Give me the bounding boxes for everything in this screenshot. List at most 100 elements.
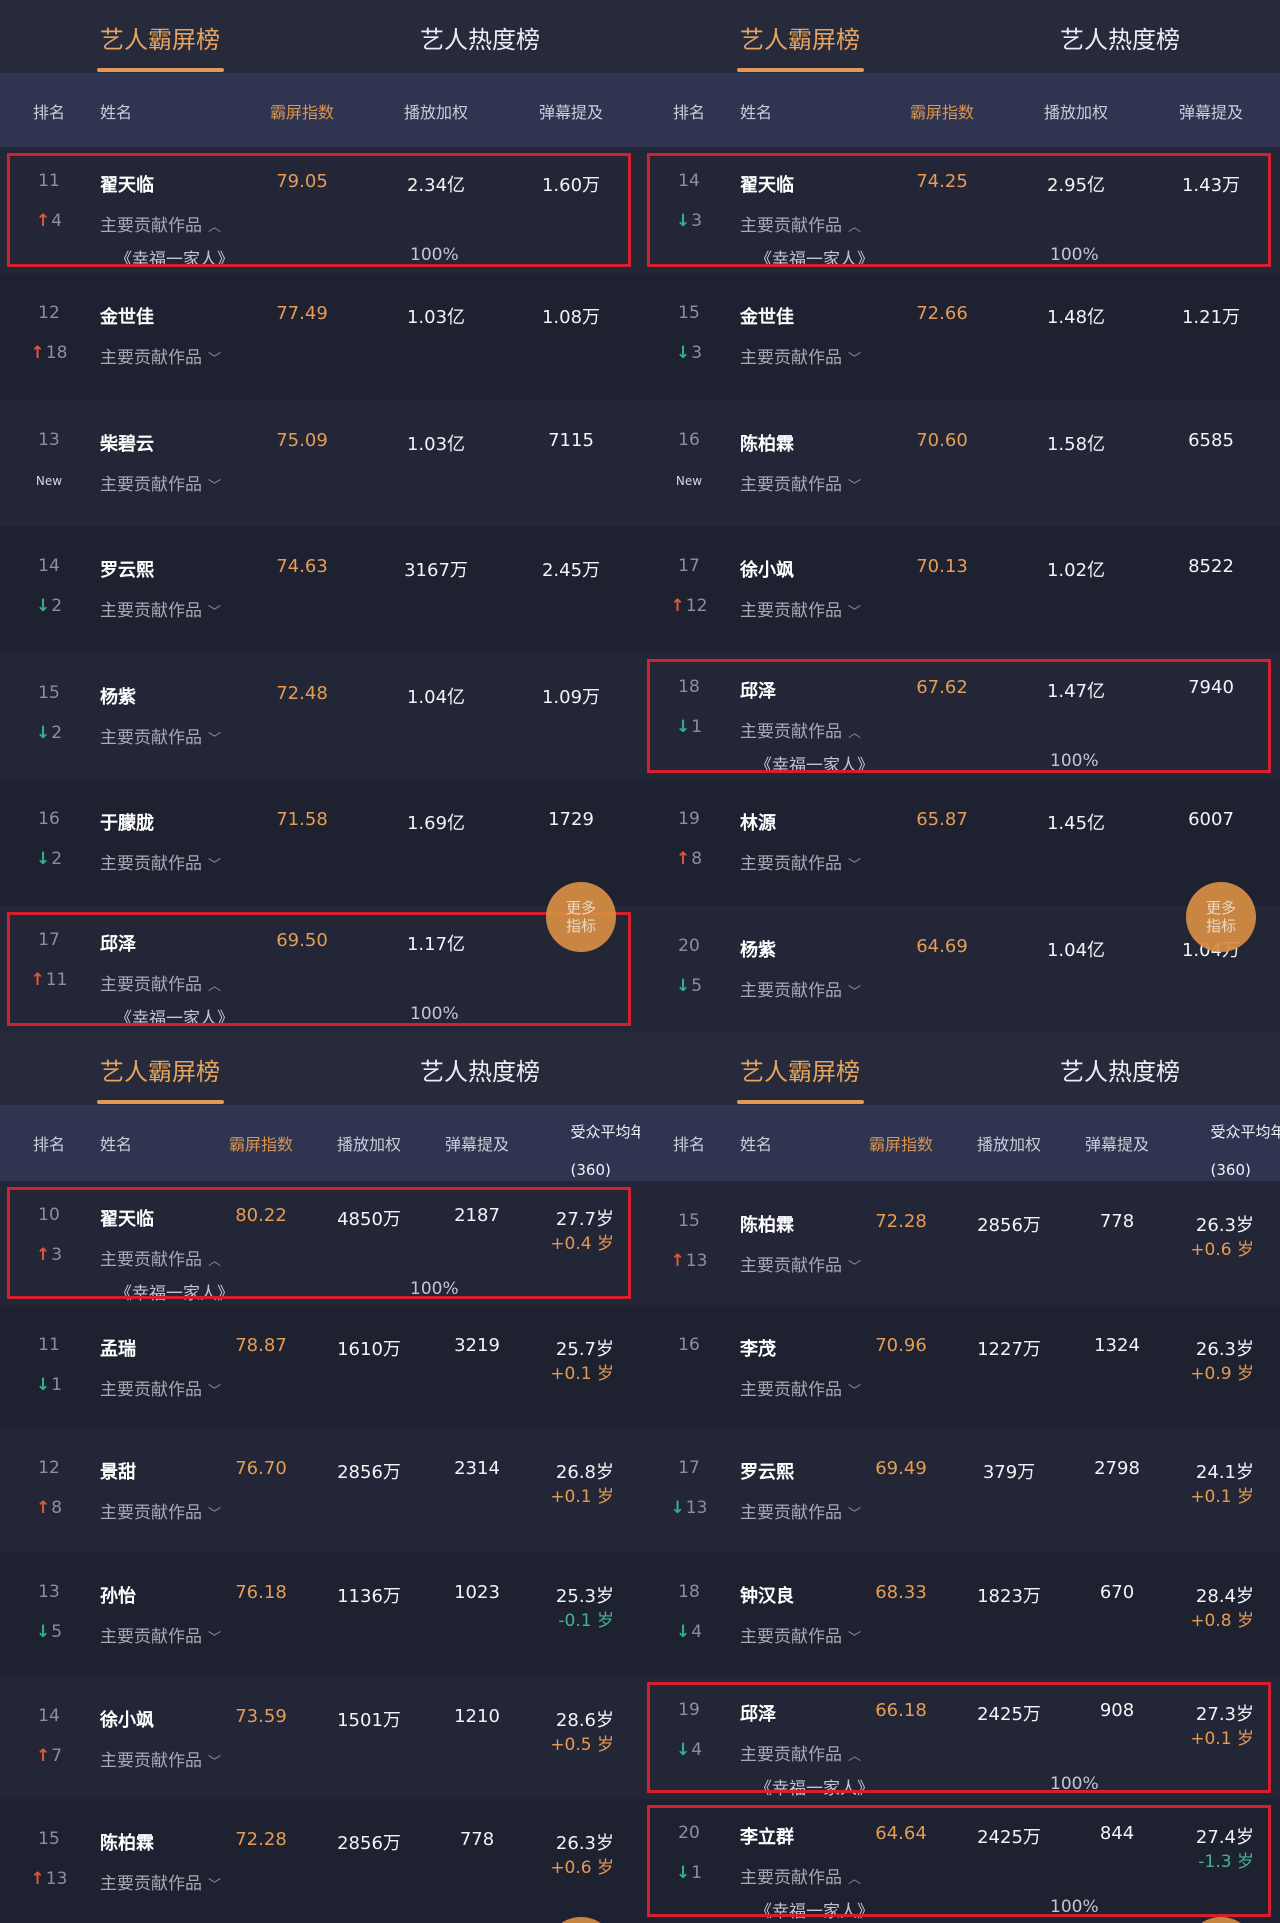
artist-name[interactable]: 徐小飒 (740, 560, 794, 582)
main-works-toggle[interactable]: 主要贡献作品 ﹀ (740, 976, 861, 1001)
artist-name[interactable]: 邱泽 (740, 680, 776, 702)
artist-name[interactable]: 陈柏霖 (740, 433, 794, 455)
artist-name[interactable]: 孟瑞 (100, 1338, 136, 1360)
column-header-play[interactable]: 播放加权 (1043, 103, 1109, 122)
main-works-toggle[interactable]: 主要贡献作品 ︿ (100, 970, 221, 995)
artist-name[interactable]: 陈柏霖 (100, 1833, 154, 1855)
table-row[interactable]: 13 柴碧云 75.09 1.03亿 7115 New 主要贡献作品 ﹀ (0, 399, 640, 527)
main-works-toggle[interactable]: 主要贡献作品 ﹀ (740, 343, 861, 368)
table-row[interactable]: 18 邱泽 67.62 1.47亿 7940 ↓1 主要贡献作品 ︿ 《幸福一家人》 100% (640, 652, 1280, 780)
more-metrics-button[interactable]: 更多 指标 (1186, 882, 1256, 952)
main-works-toggle[interactable]: 主要贡献作品 ﹀ (100, 596, 221, 621)
artist-name[interactable]: 于朦胧 (100, 813, 154, 835)
table-row[interactable]: 20 李立群 64.64 2425万 844 27.4岁 -1.3 岁 ↓1 主要贡献作品 ︿ 《幸… (640, 1799, 1280, 1923)
column-header-danmu[interactable]: 弹幕提及 (1084, 1135, 1150, 1154)
main-works-toggle[interactable]: 主要贡献作品 ﹀ (740, 596, 861, 621)
main-works-toggle[interactable]: 主要贡献作品 ︿ (740, 211, 861, 236)
table-row[interactable]: 16 李茂 70.96 1227万 1324 26.3岁 +0.9 岁主要贡献作品 ﹀ (640, 1304, 1280, 1429)
table-row[interactable]: 19 林源 65.87 1.45亿 6007 ↑8 主要贡献作品 ﹀ (640, 779, 1280, 906)
column-header-danmu[interactable]: 弹幕提及 (444, 1135, 510, 1154)
artist-name[interactable]: 金世佳 (100, 307, 154, 329)
column-header-index[interactable]: 霸屏指数 (269, 103, 335, 122)
artist-name[interactable]: 杨紫 (740, 939, 776, 961)
table-row[interactable]: 17 罗云熙 69.49 379万 2798 24.1岁 +0.1 岁 ↓13 主要贡献作品 ﹀ (640, 1428, 1280, 1553)
artist-name[interactable]: 翟天临 (100, 1209, 154, 1230)
main-works-toggle[interactable]: 主要贡献作品 ﹀ (100, 1622, 221, 1647)
artist-name[interactable]: 杨紫 (100, 686, 136, 708)
table-row[interactable]: 15 陈柏霖 72.28 2856万 778 26.3岁 +0.6 岁 ↑13 主要贡献作品 ﹀ (0, 1799, 640, 1923)
table-row[interactable]: 17 邱泽 69.50 1.17亿 ↑11 主要贡献作品 ︿ 《幸福一家人》 100% (0, 905, 640, 1032)
column-header-play[interactable]: 播放加权 (336, 1135, 402, 1154)
column-header-danmu[interactable]: 弹幕提及 (538, 103, 604, 122)
table-row[interactable]: 19 邱泽 66.18 2425万 908 27.3岁 +0.1 岁 ↓4 主要贡献作品 ︿ 《幸福… (640, 1675, 1280, 1800)
artist-name[interactable]: 孙怡 (100, 1586, 136, 1608)
column-header-index[interactable]: 霸屏指数 (909, 103, 975, 122)
table-row[interactable]: 11 翟天临 79.05 2.34亿 1.60万 ↑4 主要贡献作品 ︿ 《幸福一家人》 100% (0, 147, 640, 274)
tab-popularity[interactable]: 艺人热度榜 (1060, 26, 1180, 54)
table-row[interactable]: 16 于朦胧 71.58 1.69亿 1729 ↓2 主要贡献作品 ﹀ (0, 779, 640, 906)
main-works-toggle[interactable]: 主要贡献作品 ︿ (100, 1245, 221, 1270)
column-header-audience-age[interactable]: 受众平均年龄 (360) (1210, 1123, 1280, 1179)
artist-name[interactable]: 罗云熙 (740, 1462, 794, 1484)
artist-name[interactable]: 景甜 (100, 1462, 136, 1484)
main-works-toggle[interactable]: 主要贡献作品 ︿ (740, 717, 861, 742)
artist-name[interactable]: 李立群 (740, 1827, 794, 1849)
main-works-toggle[interactable]: 主要贡献作品 ﹀ (740, 1251, 861, 1276)
artist-name[interactable]: 邱泽 (740, 1703, 776, 1725)
table-row[interactable]: 13 孙怡 76.18 1136万 1023 25.3岁 -0.1 岁 ↓5 主要贡献作品 ﹀ (0, 1552, 640, 1676)
work-title[interactable]: 《幸福一家人》 (115, 1008, 234, 1029)
main-works-toggle[interactable]: 主要贡献作品 ﹀ (740, 1498, 861, 1523)
column-header-danmu[interactable]: 弹幕提及 (1178, 103, 1244, 122)
artist-name[interactable]: 徐小飒 (100, 1709, 154, 1731)
tab-popularity[interactable]: 艺人热度榜 (420, 1058, 540, 1086)
main-works-toggle[interactable]: 主要贡献作品 ﹀ (740, 470, 861, 495)
table-row[interactable]: 10 翟天临 80.22 4850万 2187 27.7岁 +0.4 岁 ↑3 主要贡献作品 ︿ 《… (0, 1181, 640, 1305)
column-header-play[interactable]: 播放加权 (976, 1135, 1042, 1154)
table-row[interactable]: 12 金世佳 77.49 1.03亿 1.08万 ↑18 主要贡献作品 ﹀ (0, 273, 640, 400)
main-works-toggle[interactable]: 主要贡献作品 ﹀ (100, 849, 221, 874)
column-header-audience-age[interactable]: 受众平均年龄 (360) (570, 1123, 641, 1179)
table-row[interactable]: 16 陈柏霖 70.60 1.58亿 6585 New 主要贡献作品 ﹀ (640, 399, 1280, 527)
table-row[interactable]: 15 陈柏霖 72.28 2856万 778 26.3岁 +0.6 岁 ↑13 主要贡献作品 ﹀ (640, 1181, 1280, 1305)
artist-name[interactable]: 钟汉良 (740, 1586, 794, 1608)
table-row[interactable]: 17 徐小飒 70.13 1.02亿 8522 ↑12 主要贡献作品 ﹀ (640, 526, 1280, 653)
main-works-toggle[interactable]: 主要贡献作品 ﹀ (100, 1869, 221, 1894)
work-title[interactable]: 《幸福一家人》 (755, 250, 874, 270)
column-header-index[interactable]: 霸屏指数 (868, 1135, 934, 1154)
work-title[interactable]: 《幸福一家人》 (755, 755, 874, 776)
more-metrics-button[interactable]: 更多 指标 (546, 882, 616, 952)
artist-name[interactable]: 罗云熙 (100, 560, 154, 582)
tab-popularity[interactable]: 艺人热度榜 (1060, 1058, 1180, 1086)
column-header-play[interactable]: 播放加权 (403, 103, 469, 122)
main-works-toggle[interactable]: 主要贡献作品 ﹀ (100, 470, 221, 495)
column-header-index[interactable]: 霸屏指数 (228, 1135, 294, 1154)
artist-name[interactable]: 陈柏霖 (740, 1215, 794, 1236)
artist-name[interactable]: 翟天临 (740, 175, 794, 196)
more-metrics-button[interactable] (546, 1917, 616, 1923)
table-row[interactable]: 14 翟天临 74.25 2.95亿 1.43万 ↓3 主要贡献作品 ︿ 《幸福一家人》 100% (640, 147, 1280, 274)
table-row[interactable]: 14 罗云熙 74.63 3167万 2.45万 ↓2 主要贡献作品 ﹀ (0, 526, 640, 653)
tab-popularity[interactable]: 艺人热度榜 (420, 26, 540, 54)
tab-screen-dominance[interactable]: 艺人霸屏榜 (100, 26, 220, 54)
artist-name[interactable]: 翟天临 (100, 175, 154, 196)
main-works-toggle[interactable]: 主要贡献作品 ﹀ (740, 849, 861, 874)
table-row[interactable]: 15 金世佳 72.66 1.48亿 1.21万 ↓3 主要贡献作品 ﹀ (640, 273, 1280, 400)
table-row[interactable]: 15 杨紫 72.48 1.04亿 1.09万 ↓2 主要贡献作品 ﹀ (0, 652, 640, 780)
main-works-toggle[interactable]: 主要贡献作品 ﹀ (100, 723, 221, 748)
main-works-toggle[interactable]: 主要贡献作品 ﹀ (740, 1375, 861, 1400)
work-title[interactable]: 《幸福一家人》 (755, 1778, 874, 1799)
work-title[interactable]: 《幸福一家人》 (115, 250, 234, 270)
tab-screen-dominance[interactable]: 艺人霸屏榜 (740, 26, 860, 54)
artist-name[interactable]: 金世佳 (740, 307, 794, 329)
main-works-toggle[interactable]: 主要贡献作品 ﹀ (100, 343, 221, 368)
artist-name[interactable]: 柴碧云 (100, 433, 154, 455)
main-works-toggle[interactable]: 主要贡献作品 ﹀ (100, 1498, 221, 1523)
main-works-toggle[interactable]: 主要贡献作品 ︿ (740, 1863, 861, 1888)
main-works-toggle[interactable]: 主要贡献作品 ﹀ (100, 1746, 221, 1771)
table-row[interactable]: 18 钟汉良 68.33 1823万 670 28.4岁 +0.8 岁 ↓4 主要贡献作品 ﹀ (640, 1552, 1280, 1676)
main-works-toggle[interactable]: 主要贡献作品 ︿ (100, 211, 221, 236)
artist-name[interactable]: 林源 (740, 813, 776, 835)
main-works-toggle[interactable]: 主要贡献作品 ﹀ (100, 1375, 221, 1400)
table-row[interactable]: 12 景甜 76.70 2856万 2314 26.8岁 +0.1 岁 ↑8 主要贡献作品 ﹀ (0, 1428, 640, 1553)
